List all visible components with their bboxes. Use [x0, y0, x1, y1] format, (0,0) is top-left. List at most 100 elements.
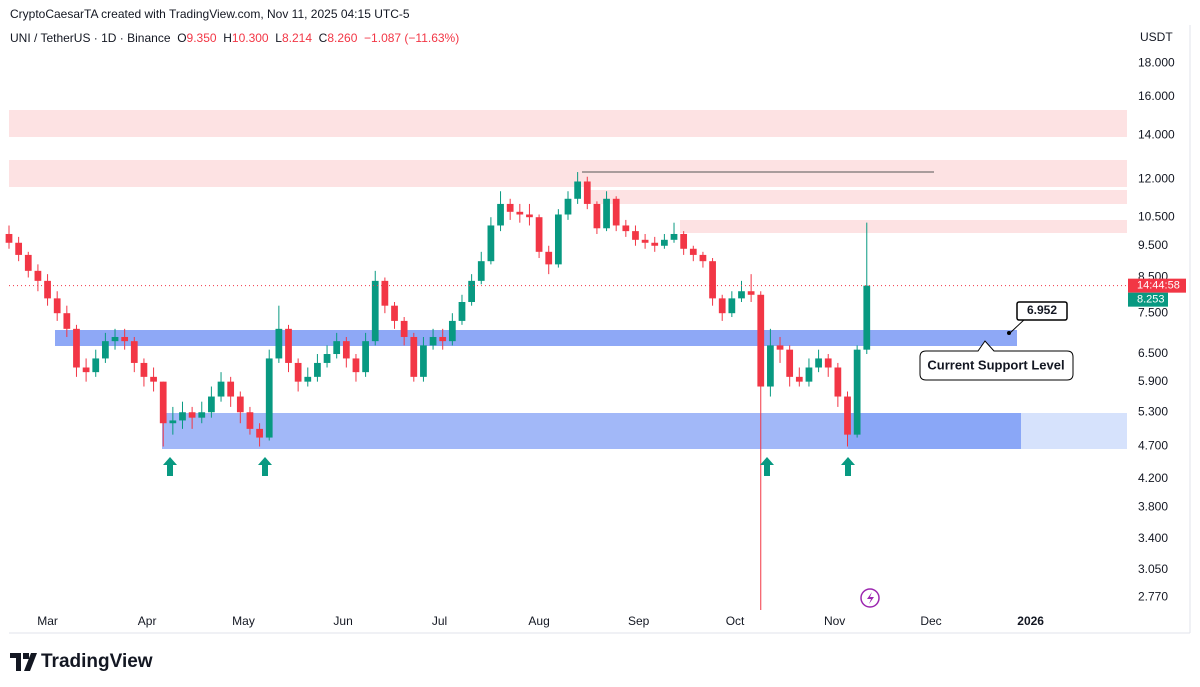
candle-body	[188, 412, 196, 418]
candle-body	[15, 242, 23, 255]
brand-name: TradingView	[41, 651, 153, 672]
last-price-label: 8.253	[1137, 294, 1165, 306]
candle-body	[554, 214, 562, 265]
y-tick-label: 4.200	[1138, 471, 1168, 485]
y-tick-label: 16.000	[1138, 89, 1175, 103]
candle-body	[863, 285, 871, 350]
candle-body	[776, 345, 784, 350]
candle-body	[458, 302, 466, 321]
candle-body	[564, 198, 572, 215]
ohlc-value: 9.350	[186, 31, 217, 45]
candle-body	[603, 198, 610, 229]
candle-body	[217, 381, 225, 397]
x-tick-label: 2026	[1017, 614, 1044, 628]
up-arrow	[841, 457, 855, 476]
candle-body	[400, 320, 408, 337]
candle-body	[323, 354, 331, 363]
candle-body	[815, 358, 822, 368]
y-tick-label: 14.000	[1138, 127, 1175, 141]
arrows	[163, 457, 855, 476]
candle-body	[448, 320, 456, 342]
candle-body	[747, 291, 755, 295]
candle-body	[44, 280, 51, 299]
symbol: UNI / TetherUS · 1D · Binance	[10, 31, 171, 45]
x-tick-label: Aug	[528, 614, 549, 628]
countdown: 14:44:58	[1137, 280, 1180, 292]
resistance-zone	[9, 160, 1127, 187]
candle-body	[150, 376, 157, 382]
candle-body	[121, 336, 129, 342]
candle-body	[574, 181, 582, 199]
candle-body	[410, 336, 418, 377]
candle-body	[738, 291, 745, 299]
candle-body	[718, 298, 726, 314]
candle-body	[661, 239, 668, 246]
x-tick-label: May	[232, 614, 255, 628]
up-arrow	[760, 457, 774, 476]
candle-body	[140, 362, 148, 377]
candle-body	[342, 341, 350, 359]
candle-body	[111, 336, 119, 342]
support-zone	[55, 330, 1017, 346]
support-label: Current Support Level	[927, 357, 1064, 372]
candle-body	[497, 203, 504, 226]
ohlc-value: 8.214	[281, 31, 312, 45]
brand: TradingView	[10, 651, 153, 673]
x-tick-label: Jun	[333, 614, 352, 628]
candle-body	[795, 376, 803, 382]
candle-body	[545, 251, 553, 265]
candle-body	[853, 349, 861, 435]
candle-body	[5, 233, 13, 243]
attribution: CryptoCaesarTA created with TradingView.…	[10, 7, 410, 21]
x-tick-label: Mar	[37, 614, 58, 628]
candle-body	[236, 396, 244, 413]
candle-body	[275, 328, 283, 359]
candle-body	[805, 367, 813, 382]
candle-body	[333, 341, 341, 355]
brand-logo	[10, 653, 37, 671]
candle-body	[468, 280, 475, 303]
change: −1.087 (−11.63%)	[364, 31, 460, 45]
candle-body	[391, 305, 398, 321]
candle-body	[439, 336, 447, 342]
x-tick-label: Apr	[138, 614, 157, 628]
y-tick-label: 3.050	[1138, 562, 1168, 576]
candle-body	[381, 280, 389, 306]
y-tick-label: 18.000	[1138, 56, 1175, 70]
ohlc-label: H	[223, 31, 232, 45]
candle-body	[179, 412, 186, 421]
candle-body	[92, 358, 100, 373]
y-tick-label: 9.500	[1138, 238, 1168, 252]
callout-text: 6.952	[1027, 303, 1057, 317]
candle-body	[535, 217, 543, 252]
candle-body	[420, 345, 427, 377]
candle-body	[689, 248, 697, 255]
candle-body	[429, 336, 437, 346]
callout-dot	[1007, 331, 1011, 335]
y-tick-label: 5.900	[1138, 374, 1168, 388]
ohlc-label: C	[318, 31, 328, 45]
ohlc-value: 8.260	[327, 31, 358, 45]
resistance-zone	[680, 220, 1127, 233]
candle-body	[757, 294, 765, 387]
candle-body	[246, 412, 254, 429]
candle-body	[612, 198, 620, 226]
candle-body	[680, 233, 688, 249]
candle-body	[699, 254, 707, 262]
symbol-line: UNI / TetherUS · 1D · Binance O9.350 H10…	[10, 31, 459, 45]
candle-body	[227, 381, 235, 397]
ohlc-label: O	[177, 31, 187, 45]
up-arrow	[258, 457, 272, 476]
y-tick-label: 4.700	[1138, 439, 1168, 453]
y-tick-label: 5.300	[1138, 404, 1168, 418]
candle-body	[130, 341, 138, 363]
candle-body	[304, 376, 312, 382]
ohlc-label: L	[275, 31, 282, 45]
candle-body	[709, 261, 716, 299]
event-icon	[860, 588, 880, 608]
chart: 6.952 Current Support Level USDT 18.000 1…	[5, 25, 1191, 634]
resistance-zone	[9, 110, 1127, 137]
candle-body	[314, 362, 321, 377]
candles	[5, 172, 871, 610]
